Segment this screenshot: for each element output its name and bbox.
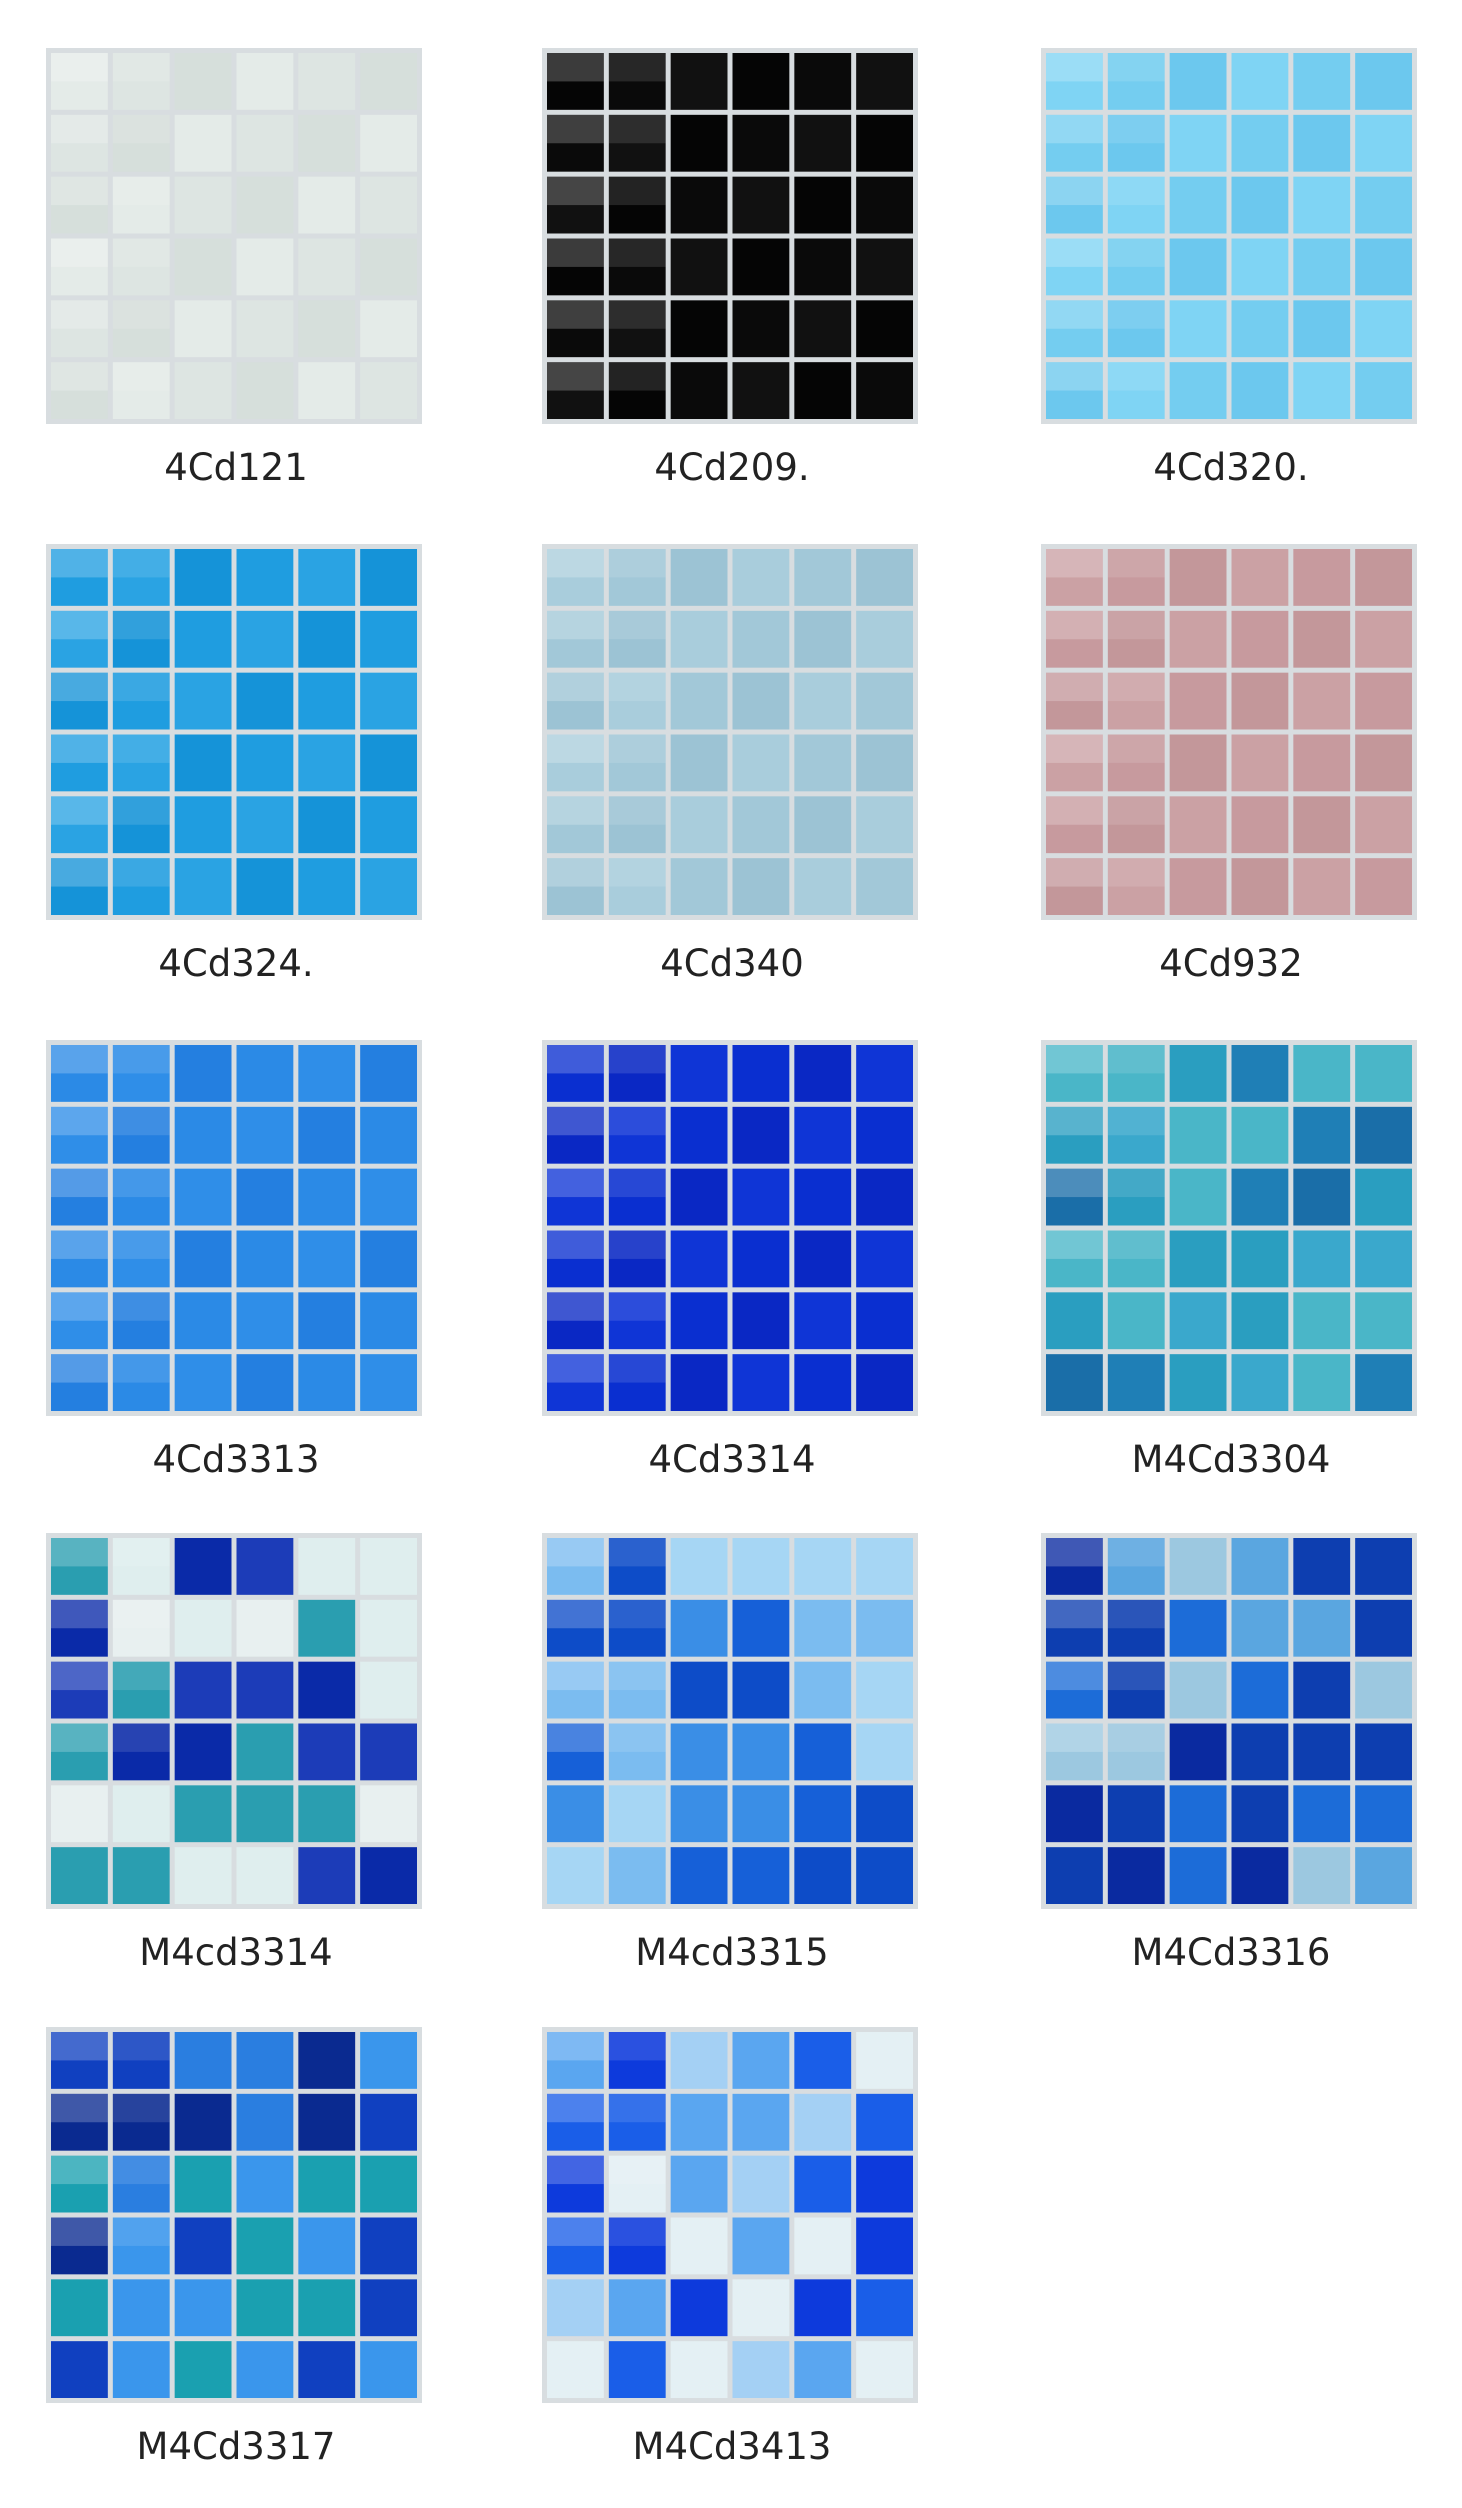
product-card[interactable]: M4Cd3316 [1041, 1533, 1421, 1974]
tile-image [542, 2027, 918, 2403]
product-card[interactable]: 4Cd340 [542, 544, 922, 985]
product-label: 4Cd3314 [648, 1438, 816, 1481]
tile-image [1041, 48, 1417, 424]
tile-image [542, 48, 918, 424]
product-card[interactable]: 4Cd121 [46, 48, 426, 489]
tile-image [46, 544, 422, 920]
product-card[interactable]: M4Cd3304 [1041, 1040, 1421, 1481]
tile-image [46, 48, 422, 424]
product-label: 4Cd3313 [152, 1438, 320, 1481]
product-label: M4cd3315 [635, 1931, 829, 1974]
product-label: 4Cd209. [654, 446, 810, 489]
tile-image [46, 2027, 422, 2403]
tile-image [1041, 1040, 1417, 1416]
product-card[interactable]: M4cd3315 [542, 1533, 922, 1974]
tile-image [46, 1533, 422, 1909]
product-label: 4Cd320. [1153, 446, 1309, 489]
product-card[interactable]: M4Cd3413 [542, 2027, 922, 2468]
product-card[interactable]: 4Cd932 [1041, 544, 1421, 985]
product-label: 4Cd340 [660, 942, 804, 985]
product-card[interactable]: 4Cd324. [46, 544, 426, 985]
product-label: 4Cd121 [164, 446, 308, 489]
tile-image [1041, 544, 1417, 920]
product-label: M4Cd3316 [1131, 1931, 1331, 1974]
product-label: M4Cd3317 [136, 2425, 336, 2468]
product-card[interactable]: 4Cd320. [1041, 48, 1421, 489]
product-label: 4Cd932 [1159, 942, 1303, 985]
tile-image [1041, 1533, 1417, 1909]
product-card[interactable]: M4cd3314 [46, 1533, 426, 1974]
product-label: 4Cd324. [158, 942, 314, 985]
product-card[interactable]: M4Cd3317 [46, 2027, 426, 2468]
tile-image [46, 1040, 422, 1416]
product-label: M4cd3314 [139, 1931, 333, 1974]
tile-image [542, 1040, 918, 1416]
product-card[interactable]: 4Cd209. [542, 48, 922, 489]
product-card[interactable]: 4Cd3313 [46, 1040, 426, 1481]
product-label: M4Cd3304 [1131, 1438, 1331, 1481]
tile-image [542, 1533, 918, 1909]
tile-image [542, 544, 918, 920]
product-label: M4Cd3413 [632, 2425, 832, 2468]
product-card[interactable]: 4Cd3314 [542, 1040, 922, 1481]
